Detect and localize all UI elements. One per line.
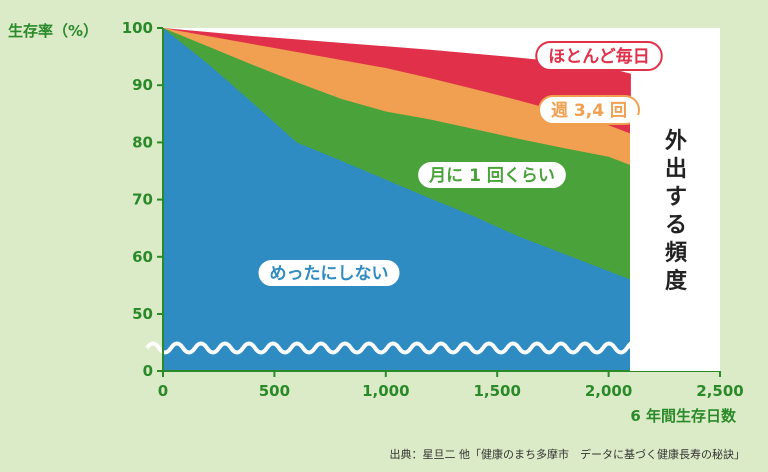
series-label-pill: [256, 258, 402, 288]
series-label-text: 月に 1 回くらい: [428, 166, 555, 186]
axis-break-wave: [145, 341, 633, 355]
y-tick-label: 90: [132, 76, 153, 94]
y-tick-label: 100: [122, 19, 153, 37]
x-tick-label: 500: [259, 382, 290, 400]
x-tick-label: 1,000: [362, 382, 409, 400]
legend-title-panel: [630, 115, 720, 371]
y-tick-label: 80: [132, 133, 153, 151]
y-tick-label: 50: [132, 305, 153, 323]
axes-group: 0 50 60 70 80 90 100 0 500 1,000 1,500 2,000 2,500: [122, 19, 744, 400]
y-tick-label: 70: [132, 191, 153, 209]
source-note: 出典：星旦二 他「健康のまち多摩市 データに基づく健康長寿の秘訣」: [390, 447, 746, 461]
x-tick-label: 0: [158, 382, 168, 400]
y-tick-label: 60: [132, 248, 153, 266]
series-label-1: ほとんど毎日: [535, 41, 663, 71]
series-label-text: 週 3,4 回: [551, 101, 627, 121]
x-tick-label: 1,500: [473, 382, 520, 400]
series-label-3: 月に 1 回くらい: [416, 160, 568, 190]
x-tick-label: 2,000: [585, 382, 632, 400]
y-tick-label: 0: [143, 362, 153, 380]
legend-title-char: 出: [665, 157, 687, 182]
series-label-text: めったにしない: [270, 264, 389, 284]
series-label-2: 週 3,4 回: [538, 95, 640, 125]
legend-title-char: 度: [665, 268, 688, 294]
legend-title-char: 頻: [665, 241, 687, 266]
series-label-4: めったにしない: [256, 258, 402, 288]
area-series-group: [163, 28, 631, 371]
series-label-pill: [535, 41, 663, 71]
series-label-pill: [538, 95, 640, 125]
y-axis-title: 生存率（%）: [8, 22, 98, 40]
x-tick-label: 2,500: [696, 382, 743, 400]
x-axis-title: 6 年間生存日数: [630, 407, 737, 425]
legend-title-char: 外: [665, 128, 687, 154]
legend-title-char: る: [665, 213, 687, 238]
legend-title-char: す: [665, 185, 687, 210]
series-label-pill: [416, 160, 568, 190]
series-label-text: ほとんど毎日: [548, 46, 650, 67]
